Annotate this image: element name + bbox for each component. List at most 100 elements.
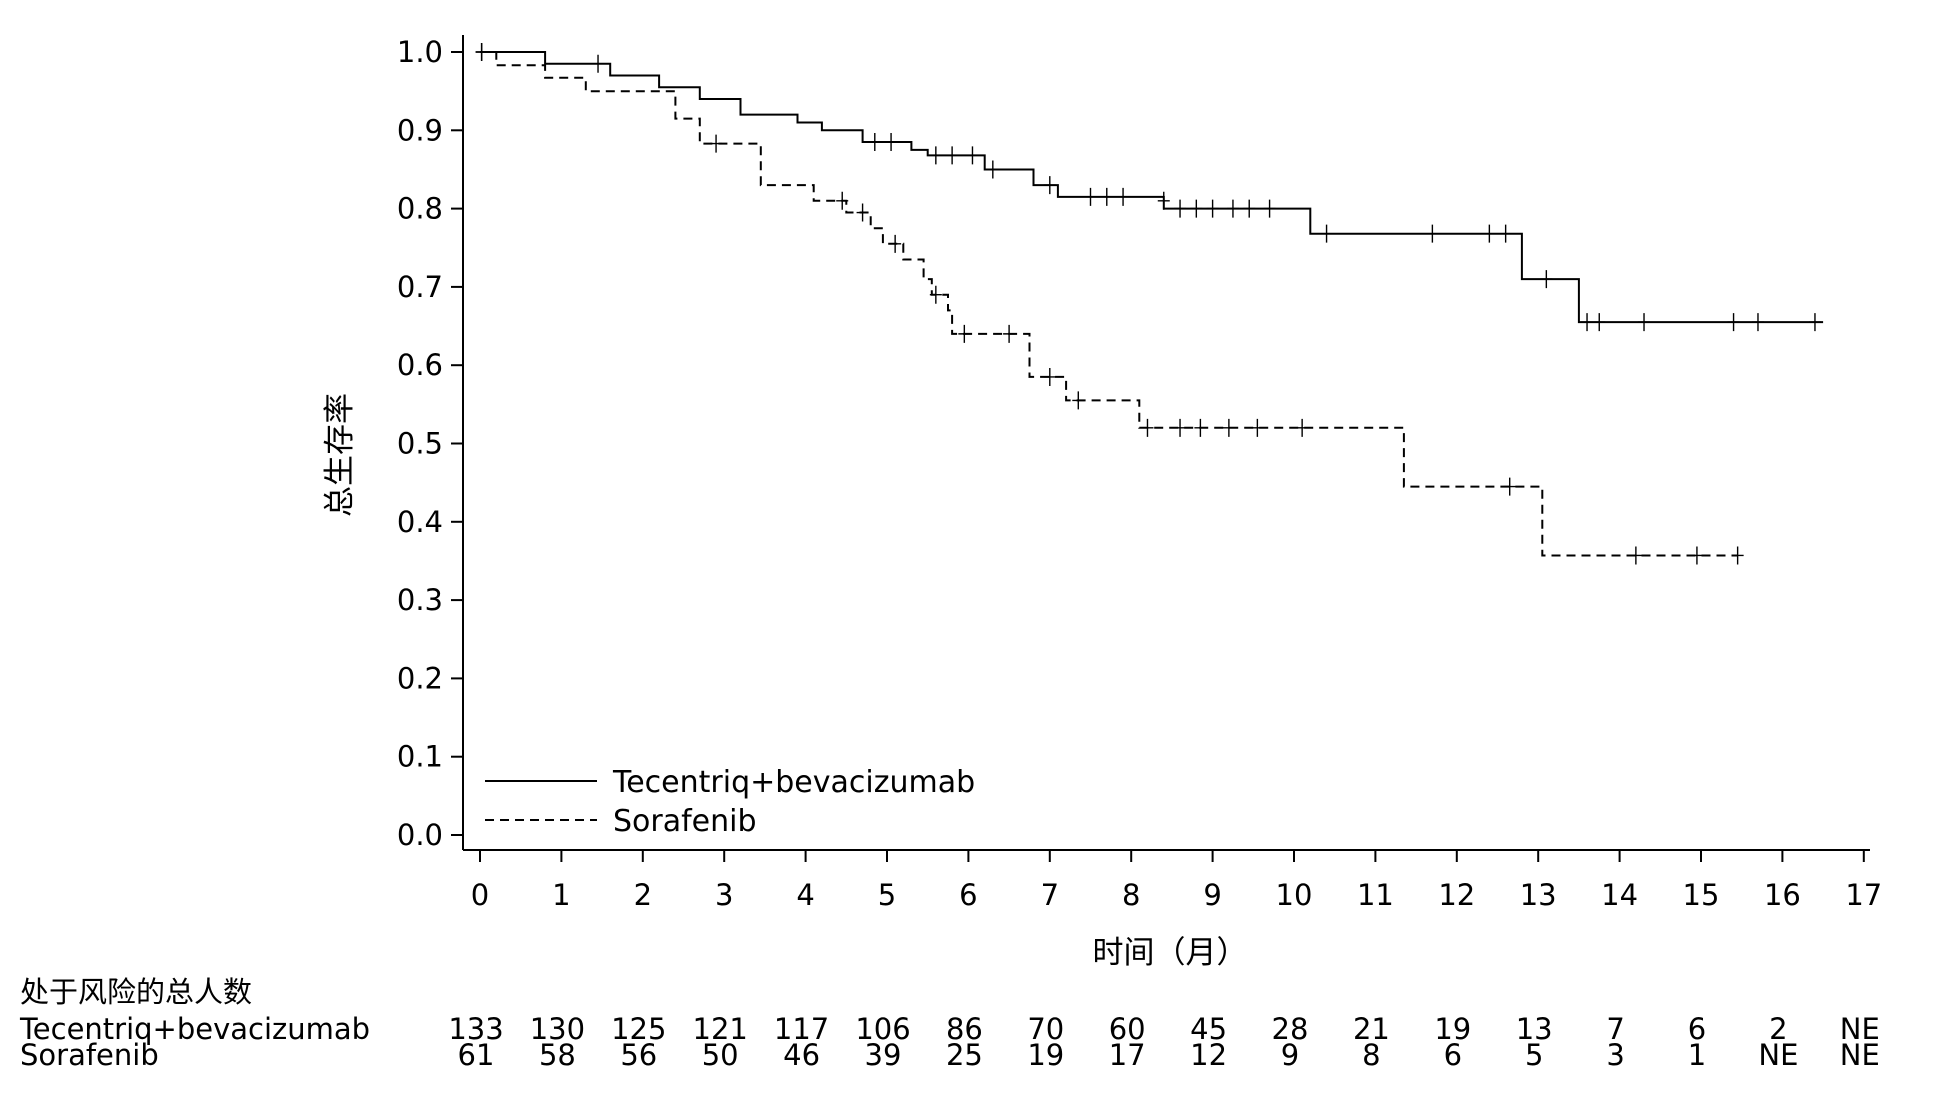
censor-mark-series-2 bbox=[1222, 418, 1235, 437]
censor-mark-series-2 bbox=[1251, 418, 1264, 437]
censor-mark-series-2 bbox=[1194, 418, 1207, 437]
x-tick-label: 10 bbox=[1276, 878, 1313, 912]
legend-label-series-1: Tecentriq+bevacizumab bbox=[612, 765, 975, 800]
censor-mark-series-1 bbox=[1243, 199, 1256, 218]
x-tick-label: 17 bbox=[1845, 878, 1882, 912]
x-ticks: 0 1 2 3 4 5 6 7 8 9 10 11 12 13 14 15 16 17 bbox=[471, 850, 1882, 912]
y-tick-label: 0.6 bbox=[397, 348, 443, 382]
censor-mark-series-1 bbox=[1226, 199, 1239, 218]
y-tick-label: 0.8 bbox=[397, 192, 443, 226]
risk-value: 19 bbox=[1434, 1012, 1471, 1046]
censor-mark-series-1 bbox=[1043, 176, 1056, 195]
y-tick-label: 1.0 bbox=[397, 35, 443, 69]
risk-value: 7 bbox=[1606, 1012, 1624, 1046]
censor-mark-series-2 bbox=[1503, 477, 1516, 496]
risk-value: 13 bbox=[1516, 1012, 1553, 1046]
censor-mark-series-1 bbox=[1581, 313, 1594, 332]
x-tick-label: 15 bbox=[1683, 878, 1720, 912]
censor-mark-series-2 bbox=[1003, 324, 1016, 343]
x-tick-label: 0 bbox=[471, 878, 489, 912]
censor-mark-series-1 bbox=[1808, 313, 1821, 332]
x-tick-label: 13 bbox=[1520, 878, 1557, 912]
risk-value: 17 bbox=[1109, 1038, 1146, 1072]
censor-mark-series-1 bbox=[1084, 187, 1097, 206]
risk-value: 39 bbox=[865, 1038, 902, 1072]
censor-mark-series-1 bbox=[868, 133, 881, 152]
y-ticks: 0.0 0.1 0.2 0.3 0.4 0.5 0.6 0.7 0.8 0.9 1.0 bbox=[397, 35, 463, 852]
censor-mark-series-2 bbox=[710, 134, 723, 153]
risk-value: 61 bbox=[458, 1038, 495, 1072]
risk-value: 1 bbox=[1688, 1038, 1706, 1072]
censor-mark-series-2 bbox=[1043, 367, 1056, 386]
risk-value: 70 bbox=[1027, 1012, 1064, 1046]
censor-mark-series-1 bbox=[1174, 199, 1187, 218]
censor-mark-series-2 bbox=[1072, 391, 1085, 410]
censor-mark-series-1 bbox=[1426, 224, 1439, 243]
risk-value: 8 bbox=[1362, 1038, 1380, 1072]
risk-value: 50 bbox=[702, 1038, 739, 1072]
y-tick-label: 0.9 bbox=[397, 113, 443, 147]
censor-mark-series-2 bbox=[836, 191, 849, 210]
censor-mark-series-1 bbox=[1190, 199, 1203, 218]
risk-value: 5 bbox=[1525, 1038, 1543, 1072]
x-tick-label: 1 bbox=[552, 878, 570, 912]
censor-mark-series-1 bbox=[1483, 224, 1496, 243]
censor-mark-series-1 bbox=[1117, 187, 1130, 206]
x-tick-label: 3 bbox=[715, 878, 733, 912]
censor-mark-series-1 bbox=[1157, 191, 1170, 210]
x-tick-label: 12 bbox=[1438, 878, 1475, 912]
censor-mark-series-1 bbox=[1100, 187, 1113, 206]
censor-mark-series-2 bbox=[889, 234, 902, 253]
censor-mark-series-2 bbox=[1296, 418, 1309, 437]
censor-mark-series-1 bbox=[946, 146, 959, 165]
y-tick-label: 0.3 bbox=[397, 583, 443, 617]
risk-value: 28 bbox=[1272, 1012, 1309, 1046]
y-tick-label: 0.2 bbox=[397, 661, 443, 695]
censor-mark-series-2 bbox=[1174, 418, 1187, 437]
censor-mark-series-1 bbox=[966, 146, 979, 165]
x-tick-label: 9 bbox=[1203, 878, 1221, 912]
censor-mark-series-2 bbox=[1629, 546, 1642, 565]
x-tick-label: 6 bbox=[959, 878, 977, 912]
risk-value: 86 bbox=[946, 1012, 983, 1046]
risk-value: 6 bbox=[1444, 1038, 1462, 1072]
risk-value: 19 bbox=[1027, 1038, 1064, 1072]
censor-mark-series-1 bbox=[1263, 199, 1276, 218]
risk-value: 2 bbox=[1769, 1012, 1787, 1046]
legend: Tecentriq+bevacizumab Sorafenib bbox=[485, 765, 975, 839]
survival-curves bbox=[475, 43, 1824, 565]
risk-value: 9 bbox=[1281, 1038, 1299, 1072]
censor-mark-series-1 bbox=[929, 146, 942, 165]
risk-values: 133 130 125 121 117 106 86 70 60 45 28 21 19 13 7 6 2 NE6… bbox=[448, 1012, 1879, 1072]
risk-value: 46 bbox=[783, 1038, 820, 1072]
risk-value: 125 bbox=[611, 1012, 666, 1046]
y-tick-label: 0.7 bbox=[397, 270, 443, 304]
series-line-1 bbox=[480, 51, 1824, 324]
censor-mark-series-1 bbox=[885, 133, 898, 152]
censor-mark-series-1 bbox=[1751, 313, 1764, 332]
censor-mark-series-2 bbox=[929, 285, 942, 304]
censor-mark-series-1 bbox=[1206, 199, 1219, 218]
risk-value: NE bbox=[1840, 1012, 1880, 1046]
series-line-2 bbox=[480, 51, 1738, 557]
risk-value: 117 bbox=[774, 1012, 829, 1046]
risk-value: 60 bbox=[1109, 1012, 1146, 1046]
y-tick-label: 0.0 bbox=[397, 818, 443, 852]
censor-mark-series-2 bbox=[958, 324, 971, 343]
risk-value: 121 bbox=[693, 1012, 748, 1046]
risk-table: 处于风险的总人数 Tecentriq+bevacizumab Sorafenib… bbox=[19, 975, 1880, 1072]
censor-mark-series-2 bbox=[475, 43, 488, 61]
risk-value: NE bbox=[1758, 1038, 1798, 1072]
risk-value: 56 bbox=[620, 1038, 657, 1072]
censor-mark-series-1 bbox=[1320, 224, 1333, 243]
censor-mark-series-2 bbox=[1141, 418, 1154, 437]
y-tick-label: 0.5 bbox=[397, 427, 443, 461]
censor-mark-series-1 bbox=[1638, 313, 1651, 332]
y-axis-title: 总生存率 bbox=[322, 393, 358, 517]
legend-label-series-2: Sorafenib bbox=[613, 804, 757, 839]
risk-value: 133 bbox=[448, 1012, 503, 1046]
censor-mark-series-2 bbox=[856, 203, 869, 222]
risk-row-label-1: Tecentriq+bevacizumab bbox=[19, 1012, 370, 1046]
x-axis-title: 时间（月） bbox=[1093, 935, 1248, 971]
